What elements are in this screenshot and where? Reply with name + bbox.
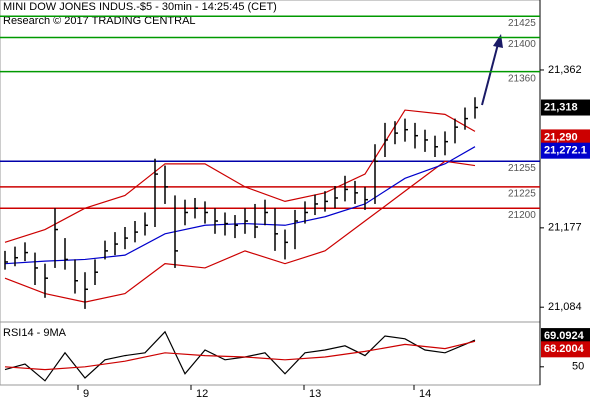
x-tick-label: 9: [83, 388, 89, 400]
x-tick-label: 14: [419, 388, 431, 400]
value-box: [541, 142, 590, 159]
value-box: [541, 99, 590, 116]
y-tick-label: 21,177: [548, 222, 582, 234]
level-label: 21255: [508, 163, 536, 174]
value-box: [541, 328, 590, 345]
value-box: [541, 129, 590, 146]
level-label: 21360: [508, 73, 536, 84]
indicator-line: [4, 109, 476, 243]
value-box: [541, 341, 590, 358]
x-tick-label: 12: [196, 388, 208, 400]
level-label: 21225: [508, 189, 536, 200]
chart-subtitle: Research © 2017 TRADING CENTRAL: [3, 15, 196, 27]
y-tick-label: 21,362: [548, 64, 582, 76]
level-label: 21200: [508, 210, 536, 221]
value-box-label: 68.2004: [544, 343, 585, 355]
value-box-label: 69.0924: [544, 330, 585, 342]
level-label: 21425: [508, 18, 536, 29]
x-tick-label: 13: [309, 388, 321, 400]
rsi-title: RSI14 - 9MA: [3, 327, 67, 339]
forecast-arrow: [481, 43, 499, 106]
value-box-label: 21,272.1: [544, 145, 587, 157]
chart-title: MINI DOW JONES INDUS.-$5 - 30min - 14:25…: [3, 1, 277, 13]
y-tick-label: 21,084: [548, 301, 582, 313]
plot-frame: [0, 0, 541, 386]
rsi-line: [4, 340, 476, 371]
value-box-label: 21,318: [544, 101, 578, 113]
rsi-tick-label: 50: [572, 361, 584, 373]
level-label: 21400: [508, 39, 536, 50]
value-box-label: 21,290: [544, 131, 578, 143]
